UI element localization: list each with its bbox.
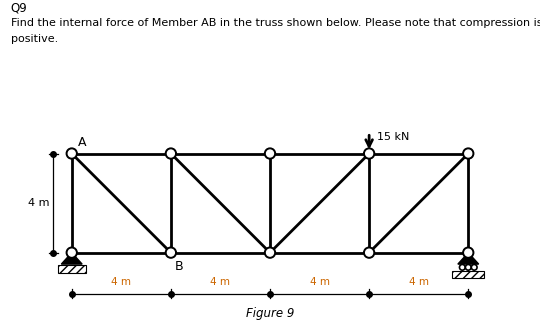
Circle shape xyxy=(267,150,273,157)
Text: 4 m: 4 m xyxy=(28,198,50,208)
Text: 15 kN: 15 kN xyxy=(376,132,409,143)
Circle shape xyxy=(363,247,375,258)
Text: 4 m: 4 m xyxy=(211,277,231,286)
Circle shape xyxy=(363,148,375,159)
Circle shape xyxy=(463,148,474,159)
Text: Q9: Q9 xyxy=(11,2,28,15)
Circle shape xyxy=(366,249,373,256)
Text: positive.: positive. xyxy=(11,34,58,44)
Circle shape xyxy=(465,249,472,256)
Circle shape xyxy=(165,148,177,159)
Circle shape xyxy=(265,247,275,258)
Text: A: A xyxy=(78,136,86,149)
Circle shape xyxy=(68,249,75,256)
Circle shape xyxy=(66,247,77,258)
Polygon shape xyxy=(458,253,478,264)
Circle shape xyxy=(463,247,474,258)
Circle shape xyxy=(66,148,77,159)
Text: 4 m: 4 m xyxy=(111,277,131,286)
Circle shape xyxy=(68,150,75,157)
Text: Figure 9: Figure 9 xyxy=(246,307,294,319)
Text: Find the internal force of Member AB in the truss shown below. Please note that : Find the internal force of Member AB in … xyxy=(11,18,540,28)
Circle shape xyxy=(265,148,275,159)
Text: 4 m: 4 m xyxy=(309,277,329,286)
Circle shape xyxy=(267,249,273,256)
Polygon shape xyxy=(62,253,82,264)
Circle shape xyxy=(167,249,174,256)
Polygon shape xyxy=(453,271,484,278)
Text: B: B xyxy=(174,260,183,273)
Text: 4 m: 4 m xyxy=(409,277,429,286)
Circle shape xyxy=(165,247,177,258)
Circle shape xyxy=(167,150,174,157)
Circle shape xyxy=(465,150,472,157)
Circle shape xyxy=(366,150,373,157)
Polygon shape xyxy=(58,265,86,273)
